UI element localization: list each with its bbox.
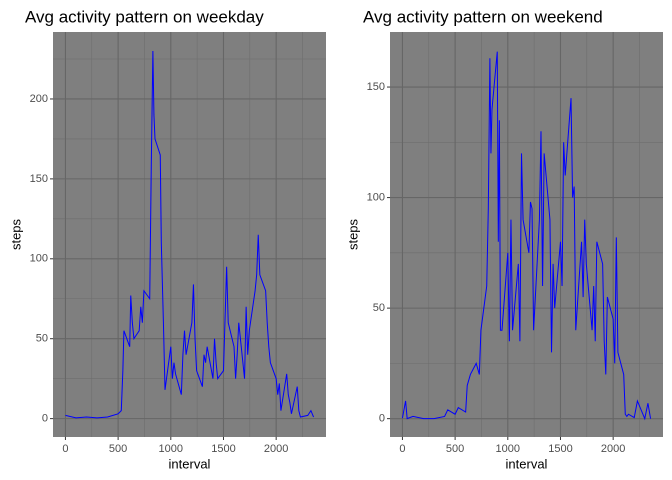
- x-tick-label: 1000: [159, 443, 183, 455]
- y-tick-label: 150: [30, 173, 48, 185]
- x-axis-label: interval: [506, 456, 548, 471]
- y-tick-label: 100: [30, 253, 48, 265]
- y-tick-label: 50: [36, 333, 48, 345]
- line: [401, 51, 652, 421]
- x-tick-label: 500: [109, 443, 127, 455]
- y-tick-label: 50: [373, 302, 385, 314]
- y-tick-label: 0: [42, 413, 48, 425]
- panel-background: [390, 32, 663, 437]
- x-tick-label: 2000: [601, 443, 625, 455]
- x-tick-label: 500: [446, 443, 464, 455]
- chart-title: Avg activity pattern on weekend: [363, 7, 603, 26]
- x-tick-label: 1000: [496, 443, 520, 455]
- panel-background: [53, 32, 326, 437]
- line: [65, 51, 315, 419]
- x-tick-label: 2000: [264, 443, 288, 455]
- x-tick-label: 0: [399, 443, 405, 455]
- y-tick-label: 100: [367, 191, 385, 203]
- y-axis-label: steps: [8, 218, 23, 250]
- x-axis-label: interval: [169, 456, 211, 471]
- x-tick-label: 1500: [548, 443, 572, 455]
- y-tick-label: 200: [30, 93, 48, 105]
- x-tick-label: 1500: [211, 443, 235, 455]
- y-tick-label: 150: [367, 81, 385, 93]
- y-tick-label: 0: [379, 413, 385, 425]
- y-axis-label: steps: [345, 218, 360, 250]
- chart-title: Avg activity pattern on weekday: [25, 7, 264, 26]
- x-tick-label: 0: [62, 443, 68, 455]
